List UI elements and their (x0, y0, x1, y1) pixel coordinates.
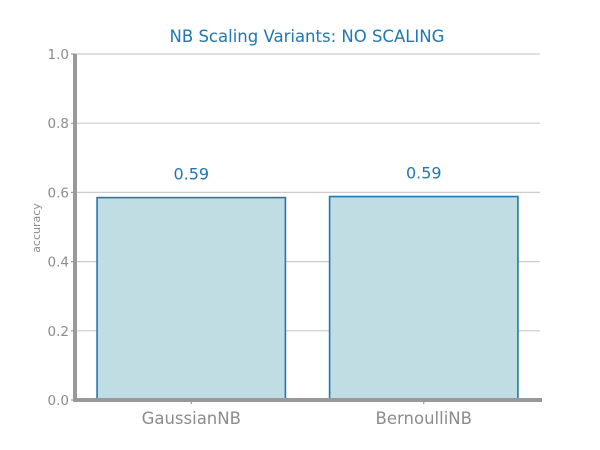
labels: 0.0 0.2 0.4 0.6 0.8 1.0 GaussianNB 0.59 Bernoull… (48, 47, 472, 428)
bar (328, 195, 519, 401)
data-label: 0.59 (406, 164, 442, 183)
y-tick-label: 0.0 (48, 393, 69, 409)
y-tick-label: 0.2 (48, 324, 69, 340)
bars (96, 195, 519, 401)
x-tick-label: GaussianNB (142, 409, 241, 428)
chart-title: NB Scaling Variants: NO SCALING (170, 27, 445, 46)
data-label: 0.59 (173, 165, 209, 184)
y-axis-label: accuracy (30, 203, 43, 253)
y-tick-label: 0.6 (48, 185, 69, 201)
bar (96, 196, 287, 401)
y-tick-label: 1.0 (48, 47, 69, 63)
y-tick-label: 0.8 (48, 116, 69, 132)
y-tick-label: 0.4 (48, 255, 69, 271)
x-tick-label: BernoulliNB (376, 409, 472, 428)
axes (71, 53, 542, 404)
